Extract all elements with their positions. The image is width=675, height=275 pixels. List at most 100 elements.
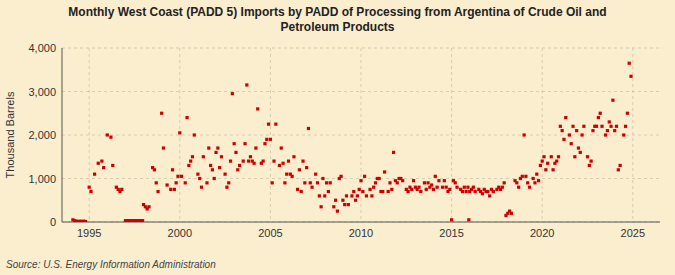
point — [407, 190, 410, 193]
point — [191, 155, 194, 158]
point — [412, 179, 415, 182]
point — [454, 181, 457, 184]
point — [307, 127, 310, 130]
point — [383, 170, 386, 173]
point — [296, 188, 299, 191]
point — [243, 142, 246, 145]
point — [189, 160, 192, 163]
point — [229, 160, 232, 163]
x-grid-line — [179, 48, 180, 222]
point — [93, 173, 96, 176]
point — [291, 175, 294, 178]
point — [609, 125, 612, 128]
point — [140, 219, 143, 222]
point — [285, 173, 288, 176]
point — [321, 177, 324, 180]
point — [256, 107, 259, 110]
point — [613, 129, 616, 132]
point — [387, 190, 390, 193]
point — [535, 173, 538, 176]
point — [325, 181, 328, 184]
x-grid-line — [270, 48, 271, 222]
point — [287, 160, 290, 163]
point — [274, 123, 277, 126]
point — [227, 181, 230, 184]
point — [350, 194, 353, 197]
point — [588, 164, 591, 167]
point — [323, 194, 326, 197]
point — [245, 83, 248, 86]
point — [262, 160, 265, 163]
point — [365, 194, 368, 197]
point — [396, 181, 399, 184]
point — [209, 164, 212, 167]
x-grid-line — [632, 48, 633, 222]
point — [354, 199, 357, 202]
point — [488, 194, 491, 197]
point — [166, 183, 169, 186]
y-grid-line — [62, 178, 660, 179]
point — [272, 160, 275, 163]
point — [249, 155, 252, 158]
y-tick-label: 3,000 — [28, 86, 56, 98]
point — [378, 177, 381, 180]
point — [426, 181, 429, 184]
point — [372, 186, 375, 189]
point — [236, 168, 239, 171]
point — [363, 175, 366, 178]
point — [522, 133, 525, 136]
point — [160, 112, 163, 115]
axes: 01,0002,0003,0004,0001995200020052010201… — [28, 42, 660, 239]
point — [441, 186, 444, 189]
point — [611, 99, 614, 102]
point — [329, 181, 332, 184]
point — [517, 186, 520, 189]
x-tick-label: 2025 — [621, 227, 645, 239]
point — [301, 160, 304, 163]
point — [97, 162, 100, 165]
y-tick-label: 2,000 — [28, 129, 56, 141]
point — [580, 133, 583, 136]
point — [180, 175, 183, 178]
point — [141, 219, 144, 222]
point — [310, 186, 313, 189]
point — [347, 203, 350, 206]
point — [153, 168, 156, 171]
point — [551, 168, 554, 171]
point — [176, 175, 179, 178]
point — [541, 160, 544, 163]
point — [390, 188, 393, 191]
point — [629, 75, 632, 78]
y-tick-label: 1,000 — [28, 173, 56, 185]
point — [537, 179, 540, 182]
point — [216, 146, 219, 149]
point — [437, 179, 440, 182]
point — [281, 162, 284, 165]
y-axis-label: Thousand Barrels — [4, 91, 16, 178]
point — [515, 181, 518, 184]
point — [178, 131, 181, 134]
point — [573, 155, 576, 158]
point — [555, 160, 558, 163]
source-note: Source: U.S. Energy Information Administ… — [6, 259, 216, 270]
point — [526, 181, 529, 184]
point — [196, 173, 199, 176]
point — [225, 186, 228, 189]
point — [207, 146, 210, 149]
point — [238, 164, 241, 167]
point — [200, 186, 203, 189]
point — [570, 142, 573, 145]
points — [71, 62, 632, 222]
grid — [62, 48, 660, 222]
point — [356, 194, 359, 197]
point — [423, 181, 426, 184]
x-tick-label: 2000 — [168, 227, 192, 239]
point — [242, 160, 245, 163]
point — [231, 92, 234, 95]
point — [292, 155, 295, 158]
point — [492, 190, 495, 193]
title-line: Petroleum Products — [280, 20, 394, 34]
point — [579, 151, 582, 154]
point — [571, 125, 574, 128]
point — [510, 212, 513, 215]
